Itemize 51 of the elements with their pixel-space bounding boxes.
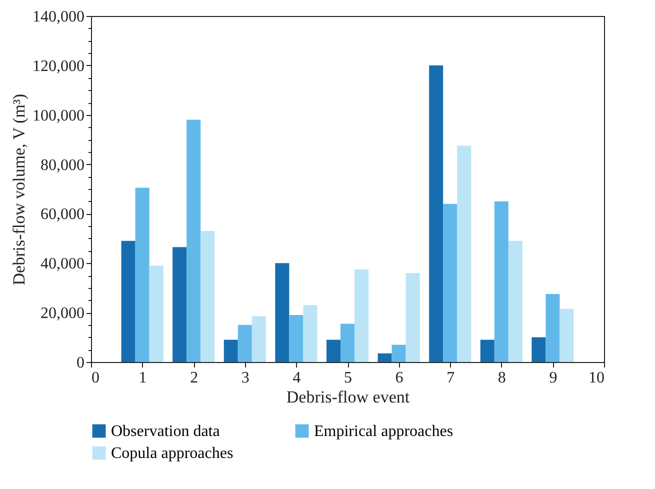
bar xyxy=(354,269,369,362)
bar xyxy=(200,231,215,362)
y-tick-label: 100,000 xyxy=(32,107,84,124)
legend-label: Empirical approaches xyxy=(314,423,454,440)
bar xyxy=(121,240,136,362)
y-tick-label: 20,000 xyxy=(40,305,84,322)
bar xyxy=(406,273,420,362)
y-tick-label: 80,000 xyxy=(40,156,84,174)
legend-label: Observation data xyxy=(111,423,220,440)
x-tick-label: 4 xyxy=(292,370,301,386)
bar xyxy=(508,240,522,362)
bar xyxy=(135,188,150,362)
bar xyxy=(494,201,508,362)
bar xyxy=(443,204,458,362)
y-tick-label: 120,000 xyxy=(32,58,84,75)
bar xyxy=(252,316,266,362)
x-tick-label: 8 xyxy=(498,370,506,386)
x-axis-title: Debris-flow event xyxy=(286,388,410,406)
x-tick-label: 9 xyxy=(549,370,558,386)
bar xyxy=(326,340,340,362)
bar xyxy=(238,324,252,362)
bar xyxy=(378,353,392,362)
x-tick-label: 5 xyxy=(344,370,352,386)
y-axis-title: Debris-flow volume, V (m³) xyxy=(10,94,28,286)
bar xyxy=(172,247,187,362)
bar xyxy=(149,266,164,362)
bar xyxy=(186,120,201,362)
y-tick-label: 60,000 xyxy=(40,206,84,224)
x-tick-label: 0 xyxy=(92,370,100,386)
bar xyxy=(340,324,355,362)
y-tick-label: 0 xyxy=(76,354,84,372)
bar xyxy=(457,146,472,362)
bar xyxy=(224,340,238,362)
x-tick-label: 2 xyxy=(190,370,198,386)
bar xyxy=(546,294,560,362)
bar xyxy=(532,337,546,362)
bar xyxy=(303,305,318,362)
bar xyxy=(480,340,494,362)
bar xyxy=(392,344,406,362)
bar xyxy=(560,308,574,362)
bar xyxy=(275,263,290,362)
legend-label: Copula approaches xyxy=(111,445,234,462)
bar xyxy=(289,315,304,362)
x-tick-label: 3 xyxy=(241,370,250,386)
x-tick-label: 6 xyxy=(395,370,404,386)
x-tick-label: 1 xyxy=(138,370,147,386)
bar xyxy=(429,65,444,362)
x-tick-label: 7 xyxy=(446,370,455,386)
y-tick-label: 40,000 xyxy=(40,256,84,273)
x-tick-label: 10 xyxy=(588,370,604,386)
y-tick-label: 140,000 xyxy=(32,8,84,26)
